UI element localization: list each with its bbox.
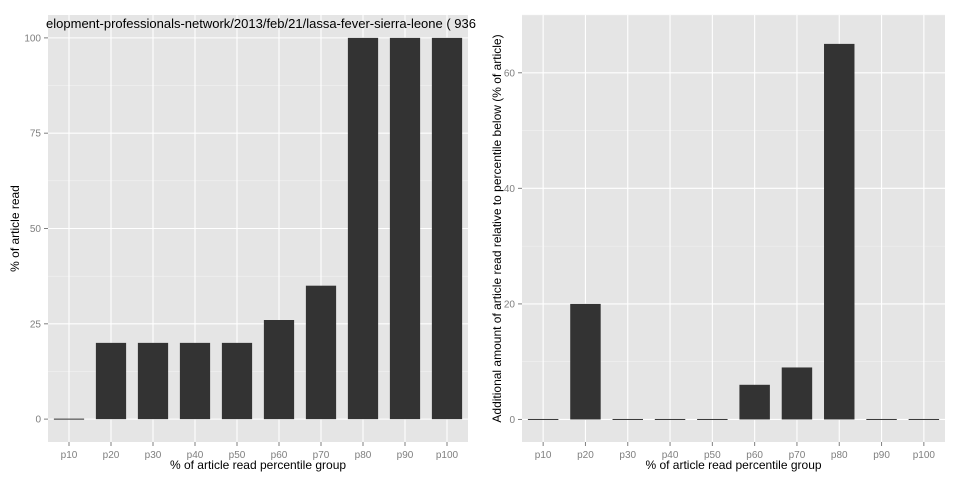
- bar-p50: [221, 342, 253, 420]
- bar-p10: [527, 418, 559, 420]
- bar-p40: [654, 418, 686, 420]
- bar-p80: [824, 43, 855, 420]
- bar-p100: [908, 418, 940, 420]
- x-tick-label: p100: [436, 450, 459, 461]
- x-tick-label: p90: [397, 450, 414, 461]
- bar-p70: [305, 285, 337, 420]
- x-tick-label: p70: [789, 450, 806, 461]
- y-tick-label: 60: [504, 68, 516, 79]
- x-axis-title: % of article read percentile group: [645, 458, 821, 472]
- bar-p20: [570, 303, 601, 420]
- x-tick-label: p80: [355, 450, 372, 461]
- bar-p40: [179, 342, 211, 420]
- bar-p90: [389, 37, 421, 420]
- x-tick-label: p40: [662, 450, 679, 461]
- right-chart: 0 20 40 60 p10 p20 p30 p40 p50 p60 p70 p80 p90 p100 % …: [490, 14, 945, 472]
- x-tick-label: p40: [187, 450, 204, 461]
- bar-p50: [697, 418, 728, 420]
- x-tick-label: p10: [535, 450, 552, 461]
- bar-p30: [137, 342, 169, 420]
- y-axis-title: Additional amount of article read relati…: [490, 34, 504, 422]
- x-tick-label: p10: [61, 450, 78, 461]
- x-tick-label: p60: [746, 450, 763, 461]
- x-tick-label: p30: [145, 450, 162, 461]
- y-tick-label: 50: [30, 224, 42, 235]
- x-tick-label: p20: [577, 450, 594, 461]
- bar-p90: [866, 418, 897, 420]
- bar-p100: [431, 37, 463, 420]
- bar-p60: [739, 384, 770, 420]
- x-tick-label: p100: [913, 450, 936, 461]
- x-tick-label: p30: [619, 450, 636, 461]
- y-tick-label: 20: [504, 299, 516, 310]
- left-chart: 0 25 50 75 100 p10 p20 p30 p40 p50 p60 p70 p80 p90 p10…: [8, 15, 476, 472]
- bar-p30: [612, 418, 643, 420]
- chart-title: elopment-professionals-network/2013/feb/…: [46, 16, 476, 31]
- y-axis-title: % of article read: [8, 185, 22, 272]
- y-tick-label: 100: [24, 33, 41, 44]
- bar-p10: [53, 418, 85, 420]
- x-tick-label: p70: [313, 450, 330, 461]
- y-tick-label: 0: [509, 415, 515, 426]
- x-tick-label: p50: [229, 450, 246, 461]
- x-tick-label: p20: [103, 450, 120, 461]
- y-tick-label: 0: [35, 415, 41, 426]
- y-tick-label: 75: [30, 129, 42, 140]
- x-tick-label: p90: [873, 450, 890, 461]
- bar-p60: [263, 320, 295, 420]
- bar-p20: [95, 342, 127, 420]
- x-tick-label: p80: [831, 450, 848, 461]
- y-tick-label: 40: [504, 184, 516, 195]
- bar-p80: [347, 37, 379, 420]
- x-tick-label: p50: [704, 450, 721, 461]
- x-axis-title: % of article read percentile group: [170, 458, 346, 472]
- y-tick-label: 25: [30, 319, 42, 330]
- x-tick-label: p60: [271, 450, 288, 461]
- bar-p70: [781, 367, 813, 420]
